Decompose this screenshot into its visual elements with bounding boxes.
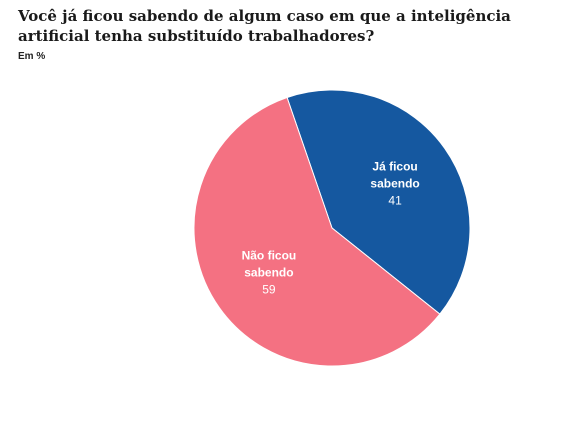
slice-value-label: 41 xyxy=(388,194,402,208)
slice-label-name: Já ficou xyxy=(372,160,417,174)
slice-label-ja-ficou-sabendo: Já ficou sabendo 41 xyxy=(370,160,419,208)
chart-title: Você já ficou sabendo de algum caso em q… xyxy=(18,7,511,45)
pie-slice-ja-ficou-sabendo xyxy=(286,89,471,315)
slice-label-nao-ficou-sabendo: Não ficou sabendo 59 xyxy=(242,249,297,297)
slice-label-name: Não ficou xyxy=(242,249,297,263)
pie-slice-nao-ficou-sabendo xyxy=(193,96,441,367)
slice-label-name: sabendo xyxy=(244,266,293,280)
slice-label-name: sabendo xyxy=(370,177,419,191)
slice-value-label: 59 xyxy=(262,283,276,297)
chart-subtitle: Em % xyxy=(18,51,46,62)
